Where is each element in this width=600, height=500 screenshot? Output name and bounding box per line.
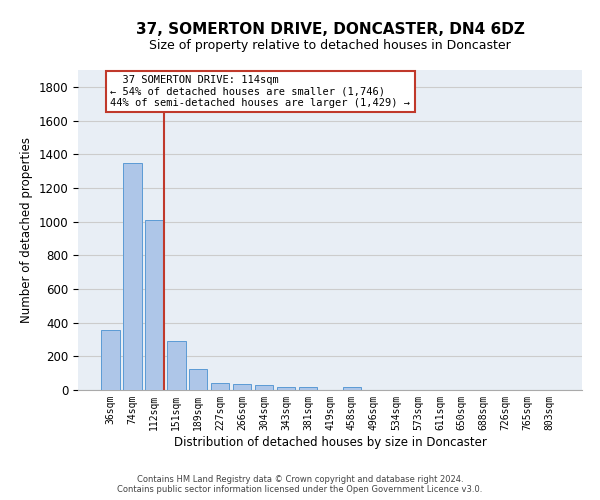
Bar (211, 383, 229, 390)
Bar (255, 386, 274, 390)
X-axis label: Distribution of detached houses by size in Doncaster: Distribution of detached houses by size … (173, 436, 487, 448)
Bar (101, 330, 119, 390)
Bar (167, 341, 185, 390)
Text: Size of property relative to detached houses in Doncaster: Size of property relative to detached ho… (149, 39, 511, 52)
Bar (299, 388, 317, 390)
Bar (233, 384, 251, 390)
Text: 37, SOMERTON DRIVE, DONCASTER, DN4 6DZ: 37, SOMERTON DRIVE, DONCASTER, DN4 6DZ (136, 22, 524, 38)
Y-axis label: Number of detached properties: Number of detached properties (20, 137, 33, 323)
Text: 37 SOMERTON DRIVE: 114sqm
← 54% of detached houses are smaller (1,746)
44% of se: 37 SOMERTON DRIVE: 114sqm ← 54% of detac… (110, 75, 410, 108)
Bar (277, 386, 295, 390)
Bar (145, 220, 164, 390)
Bar (123, 162, 142, 390)
Text: Contains public sector information licensed under the Open Government Licence v3: Contains public sector information licen… (118, 485, 482, 494)
Bar (343, 386, 361, 390)
Text: Contains HM Land Registry data © Crown copyright and database right 2024.: Contains HM Land Registry data © Crown c… (137, 475, 463, 484)
Bar (189, 369, 208, 390)
